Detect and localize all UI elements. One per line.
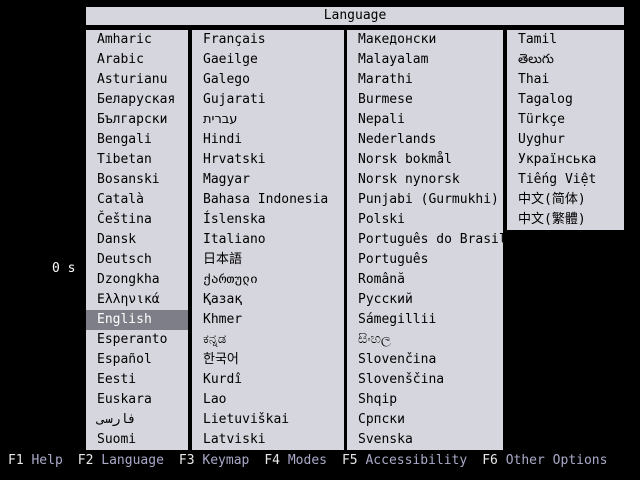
language-option[interactable]: Amharic	[97, 32, 152, 47]
language-option[interactable]: සිංහල	[358, 332, 391, 347]
language-option[interactable]: Polski	[358, 212, 405, 227]
language-option[interactable]: 中文(简体)	[518, 192, 586, 207]
language-option[interactable]: Беларуская	[97, 92, 176, 107]
language-option[interactable]: Čeština	[97, 212, 152, 227]
language-option[interactable]: Ελληνικά	[97, 292, 160, 307]
language-option[interactable]: Македонски	[358, 32, 437, 47]
language-option[interactable]: 日本語	[203, 252, 243, 267]
language-option[interactable]: Shqip	[358, 392, 398, 407]
language-option[interactable]: Nepali	[358, 112, 405, 127]
language-option[interactable]: Esperanto	[97, 332, 168, 347]
language-option[interactable]: Italiano	[203, 232, 266, 247]
fkey-key: F5	[341, 453, 358, 468]
language-option[interactable]: ქართული	[203, 272, 258, 287]
language-option[interactable]: ಕನ್ನಡ	[203, 332, 227, 347]
language-option[interactable]: Български	[97, 112, 168, 127]
language-option[interactable]: Slovenčina	[358, 352, 437, 367]
language-option[interactable]: Русский	[358, 292, 413, 307]
language-option[interactable]: Suomi	[97, 432, 137, 447]
language-option-selected[interactable]: English	[86, 310, 188, 330]
language-option[interactable]: Thai	[518, 72, 550, 87]
language-option[interactable]: Sámegillii	[358, 312, 437, 327]
fkey-f4[interactable]: F4 Modes	[264, 453, 327, 468]
language-option[interactable]: Galego	[203, 72, 250, 87]
fkey-label: Accessibility	[365, 453, 468, 468]
fkey-label: Help	[31, 453, 63, 468]
language-option[interactable]: Қазақ	[203, 292, 243, 307]
fkey-label: Other Options	[505, 453, 608, 468]
language-option[interactable]: తెలుగు	[518, 52, 554, 67]
language-option[interactable]: Dansk	[97, 232, 137, 247]
language-option[interactable]: Íslenska	[203, 212, 266, 227]
language-option[interactable]: Српски	[358, 412, 405, 427]
language-option[interactable]: Nederlands	[358, 132, 437, 147]
language-option[interactable]: Bahasa Indonesia	[203, 192, 329, 207]
countdown-timer: 0 s	[52, 261, 76, 276]
language-option[interactable]: Punjabi (Gurmukhi)	[358, 192, 499, 207]
language-option[interactable]: Deutsch	[97, 252, 152, 267]
language-option[interactable]: Română	[358, 272, 405, 287]
language-column-4[interactable]: Tamil తెలుగు Thai Tagalog Türkçe Uyghur Україн…	[507, 30, 624, 230]
language-option[interactable]: Català	[97, 192, 144, 207]
language-option[interactable]: Tagalog	[518, 92, 573, 107]
language-option[interactable]: Português	[358, 252, 429, 267]
fkey-f1[interactable]: F1 Help	[8, 453, 63, 468]
language-option[interactable]: Українська	[518, 152, 597, 167]
language-option[interactable]: Malayalam	[358, 52, 429, 67]
language-option[interactable]: עברית	[203, 112, 238, 127]
language-column-2[interactable]: Français Gaeilge Galego Gujarati עברית Hindi H…	[192, 30, 344, 450]
language-option[interactable]: Khmer	[203, 312, 243, 327]
language-option[interactable]: Tamil	[518, 32, 558, 47]
fkey-key: F6	[482, 453, 498, 468]
language-option[interactable]: Eesti	[97, 372, 137, 387]
fkey-bar: F1 Help F2 Language F3 Keymap F4 Modes F5 Ac…	[8, 452, 640, 470]
fkey-f6[interactable]: F6 Other Options	[482, 453, 607, 468]
language-option[interactable]: Magyar	[203, 172, 250, 187]
dialog-title: Language	[86, 7, 624, 25]
language-option[interactable]: Hrvatski	[203, 152, 266, 167]
fkey-f2[interactable]: F2 Language	[78, 453, 164, 468]
language-option[interactable]: Asturianu	[97, 72, 168, 87]
fkey-f3[interactable]: F3 Keymap	[179, 453, 249, 468]
fkey-key: F1	[8, 453, 24, 468]
language-option[interactable]: فارسی	[97, 412, 137, 427]
fkey-label: Keymap	[202, 453, 250, 468]
fkey-f5[interactable]: F5 Accessibility	[342, 453, 467, 468]
language-option[interactable]: Español	[97, 352, 152, 367]
language-option[interactable]: Kurdî	[203, 372, 243, 387]
fkey-label: Language	[101, 453, 164, 468]
language-option[interactable]: Lietuviškai	[203, 412, 290, 427]
language-option[interactable]: Dzongkha	[97, 272, 160, 287]
language-option[interactable]: Euskara	[97, 392, 152, 407]
fkey-key: F4	[264, 453, 281, 468]
language-option[interactable]: Arabic	[97, 52, 144, 67]
fkey-key: F3	[178, 453, 195, 468]
fkey-key: F2	[77, 453, 94, 468]
language-option[interactable]: Norsk bokmål	[358, 152, 452, 167]
language-option[interactable]: Lao	[203, 392, 227, 407]
language-option[interactable]: Hindi	[203, 132, 243, 147]
language-option[interactable]: Tibetan	[97, 152, 152, 167]
language-option[interactable]: Burmese	[358, 92, 413, 107]
language-option[interactable]: Gaeilge	[203, 52, 258, 67]
language-option[interactable]: Slovenščina	[358, 372, 445, 387]
language-option[interactable]: Português do Brasil	[358, 232, 503, 247]
language-column-3[interactable]: Македонски Malayalam Marathi Burmese Nepali N…	[347, 30, 503, 450]
language-option[interactable]: Bengali	[97, 132, 152, 147]
language-option[interactable]: Marathi	[358, 72, 413, 87]
language-option[interactable]: Norsk nynorsk	[358, 172, 460, 187]
language-option[interactable]: Latviski	[203, 432, 266, 447]
language-option[interactable]: Tiếng Việt	[518, 172, 597, 187]
language-option[interactable]: Uyghur	[518, 132, 565, 147]
language-option[interactable]: Français	[203, 32, 266, 47]
language-option[interactable]: 中文(繁體)	[518, 212, 586, 227]
language-option[interactable]: Gujarati	[203, 92, 266, 107]
language-option[interactable]: 한국어	[203, 352, 239, 367]
language-option[interactable]: Bosanski	[97, 172, 160, 187]
language-option[interactable]: Svenska	[358, 432, 413, 447]
fkey-label: Modes	[287, 453, 327, 468]
language-column-1[interactable]: Amharic Arabic Asturianu Беларуская Българск…	[86, 30, 188, 450]
language-option[interactable]: Türkçe	[518, 112, 565, 127]
